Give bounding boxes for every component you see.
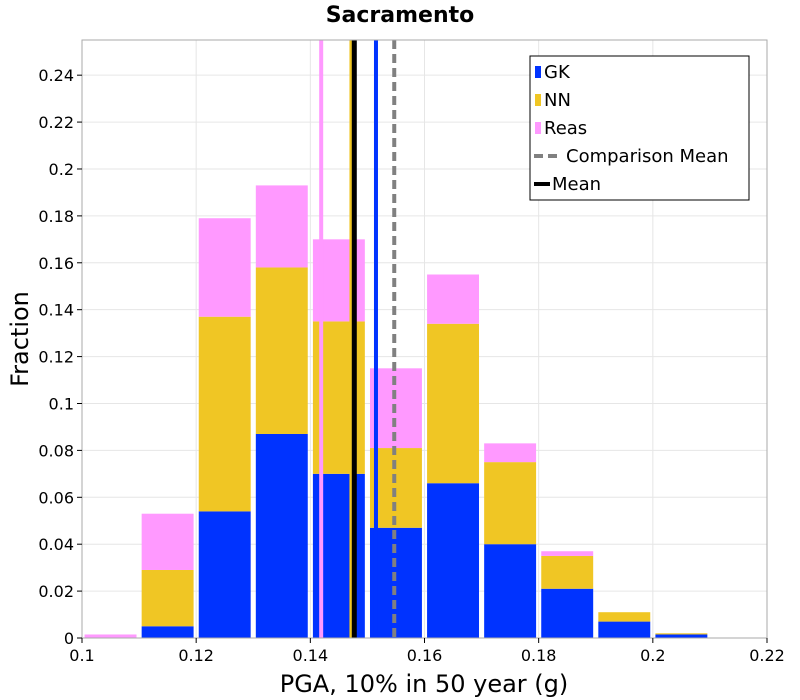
- bar-nn-2: [198, 316, 251, 512]
- x-tick-label: 0.22: [749, 646, 785, 665]
- x-tick-label: 0.2: [640, 646, 665, 665]
- bar-gk-2: [198, 511, 251, 638]
- x-tick-label: 0.18: [521, 646, 557, 665]
- legend-label-gk: GK: [544, 62, 571, 83]
- y-axis-label: Fraction: [6, 291, 34, 387]
- bar-nn-6: [427, 323, 480, 484]
- x-tick-label: 0.16: [407, 646, 443, 665]
- y-tick-label: 0.24: [38, 66, 74, 85]
- y-tick-label: 0.16: [38, 254, 74, 273]
- legend-swatch-nn: [535, 94, 541, 106]
- bar-nn-8: [541, 555, 594, 589]
- bar-reas-1: [141, 513, 194, 570]
- bar-reas-7: [484, 443, 537, 463]
- bar-reas-6: [427, 274, 480, 324]
- mean-lines: [319, 40, 397, 638]
- bar-nn-9: [598, 612, 651, 622]
- bar-nn-7: [484, 462, 537, 545]
- x-tick-label: 0.1: [69, 646, 94, 665]
- chart-title: Sacramento: [326, 3, 475, 28]
- bar-nn-3: [255, 267, 308, 434]
- x-axis-label: PGA, 10% in 50 year (g): [280, 670, 569, 698]
- bar-gk-7: [484, 544, 537, 638]
- legend-label-reas: Reas: [544, 118, 587, 139]
- bar-reas-0: [84, 634, 137, 638]
- legend-label-mean: Mean: [552, 174, 601, 195]
- bar-gk-9: [598, 621, 651, 638]
- y-tick-label: 0.1: [49, 394, 74, 413]
- y-tick-label: 0.04: [38, 535, 74, 554]
- bar-reas-3: [255, 185, 308, 268]
- y-tick-label: 0.22: [38, 113, 74, 132]
- legend-box: [529, 55, 750, 201]
- bar-gk-8: [541, 588, 594, 638]
- bar-reas-2: [198, 218, 251, 317]
- legend-swatch-gk: [535, 66, 541, 78]
- y-axis-ticks: 0 0.02 0.04 0.06 0.08 0.1 0.12 0.14 0.16 0.18 0.2 0…: [38, 66, 82, 648]
- bar-reas-8: [541, 551, 594, 556]
- y-tick-label: 0: [64, 629, 74, 648]
- legend-label-comparison-mean: Comparison Mean: [566, 146, 729, 167]
- y-tick-label: 0.2: [49, 160, 74, 179]
- bar-gk-10: [655, 634, 708, 638]
- x-axis-ticks: 0.1 0.12 0.14 0.16 0.18 0.2 0.22: [69, 638, 785, 665]
- x-tick-label: 0.14: [293, 646, 329, 665]
- bar-gk-3: [255, 433, 308, 638]
- bar-gk-6: [427, 483, 480, 638]
- legend: GK NN Reas Comparison Mean Mean: [529, 55, 750, 201]
- y-tick-label: 0.14: [38, 301, 74, 320]
- bar-gk-1: [141, 626, 194, 638]
- legend-swatch-reas: [535, 122, 541, 134]
- y-tick-label: 0.18: [38, 207, 74, 226]
- x-tick-label: 0.12: [178, 646, 214, 665]
- legend-label-nn: NN: [544, 90, 571, 111]
- y-tick-label: 0.06: [38, 488, 74, 507]
- y-tick-label: 0.02: [38, 582, 74, 601]
- y-tick-label: 0.12: [38, 348, 74, 367]
- bar-nn-10: [655, 633, 708, 635]
- y-tick-label: 0.08: [38, 441, 74, 460]
- bar-nn-1: [141, 569, 194, 627]
